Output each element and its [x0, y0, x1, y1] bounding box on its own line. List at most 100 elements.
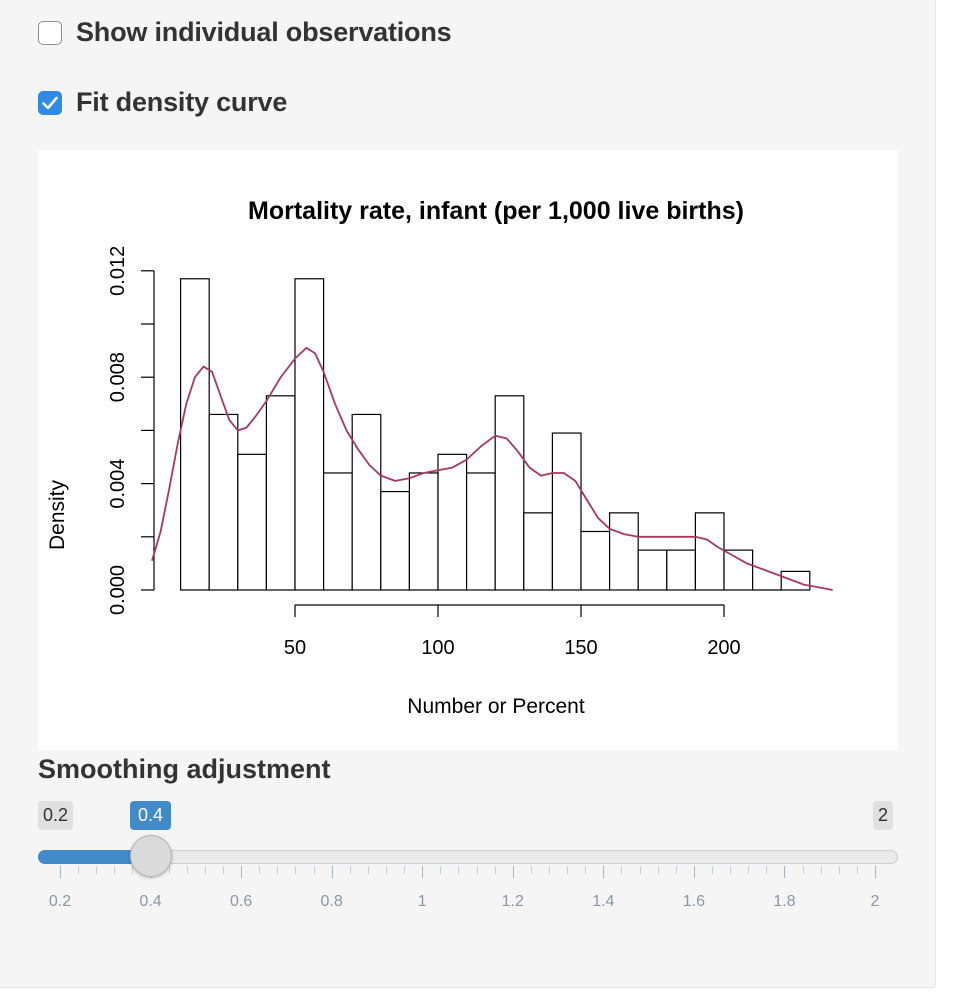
slider-minor-tick [349, 866, 351, 874]
histogram-bar [237, 453, 268, 591]
slider-minor-tick [730, 866, 732, 874]
slider-minor-tick [168, 866, 170, 874]
slider-tick-label: 2 [870, 893, 880, 910]
slider-minor-tick [259, 866, 261, 874]
slider-minor-tick [838, 866, 840, 874]
histogram-bar [694, 512, 725, 591]
fit-density-label[interactable]: Fit density curve [76, 87, 288, 117]
histogram-plot: Mortality rate, infant (per 1,000 live b… [38, 150, 898, 750]
slider-major-tick [331, 866, 333, 878]
slider-tick-label: 0.2 [48, 893, 72, 910]
slider-minor-tick [295, 866, 297, 874]
slider-minor-tick [386, 866, 387, 874]
slider-track-fill[interactable] [38, 850, 151, 864]
slider-tick-label: 1.2 [501, 893, 524, 910]
histogram-bar [580, 530, 611, 591]
histogram-bar [208, 413, 239, 591]
slider-minor-tick [367, 866, 369, 874]
histogram-bar [265, 395, 296, 591]
y-tick-label: 0.000 [107, 565, 129, 615]
slider-tick-label: 1.6 [682, 893, 705, 910]
slider-minor-tick [494, 866, 496, 874]
show-observations-checkbox[interactable] [38, 20, 62, 45]
slider-minor-tick [186, 866, 188, 874]
slider-minor-tick [476, 866, 478, 874]
slider-minor-tick [114, 866, 116, 874]
slider-major-tick [512, 866, 514, 878]
x-tick-label: 200 [707, 637, 740, 659]
slider-minor-tick [549, 866, 550, 874]
slider-minor-tick [712, 866, 713, 874]
slider-minor-tick [132, 866, 134, 874]
histogram-bar [723, 549, 754, 591]
slider-minor-tick [766, 866, 768, 874]
histogram-bar [323, 472, 353, 591]
slider-tick-label: 1.8 [773, 893, 796, 910]
slider-major-tick [422, 866, 424, 878]
slider-minor-tick [458, 866, 460, 874]
fit-density-checkbox[interactable] [38, 90, 62, 115]
histogram-bar [380, 490, 410, 591]
x-tick-label: 50 [284, 637, 306, 659]
slider-minor-tick [204, 866, 206, 874]
slider-major-tick [693, 866, 695, 878]
y-tick-label: 0.008 [107, 352, 129, 402]
slider-tick-label: 0.6 [229, 893, 253, 910]
slider-minor-tick [820, 866, 822, 874]
histogram-chart: Mortality rate, infant (per 1,000 live b… [46, 197, 833, 718]
show-observations-label[interactable]: Show individual observations [76, 17, 452, 47]
x-axis-label: Number or Percent [407, 695, 585, 718]
slider-major-tick [784, 866, 786, 878]
slider-minor-tick [223, 866, 224, 874]
fit-density-checkbox-row[interactable]: Fit density curve [38, 87, 287, 118]
slider-minor-tick [440, 866, 442, 874]
smoothing-slider-title: Smoothing adjustment [38, 754, 331, 784]
slider-minor-tick [748, 866, 750, 874]
y-axis-label: Density [46, 479, 69, 550]
chart-title: Mortality rate, infant (per 1,000 live b… [248, 197, 744, 225]
slider-minor-tick [530, 866, 532, 874]
slider-value-badge: 0.4 [130, 801, 172, 830]
histogram-bar [437, 453, 468, 591]
histogram-bar [551, 432, 582, 591]
histogram-bar [408, 472, 439, 591]
histogram-bar [180, 278, 210, 591]
slider-major-tick [603, 866, 605, 878]
y-tick-label: 0.012 [107, 246, 129, 296]
histogram-bar [351, 413, 382, 591]
slider-minor-tick [621, 866, 623, 874]
histogram-bar [637, 549, 668, 591]
show-observations-checkbox-row[interactable]: Show individual observations [38, 17, 452, 48]
histogram-bar [608, 512, 639, 591]
slider-max-badge: 2 [873, 801, 894, 830]
x-tick-label: 150 [564, 637, 597, 659]
slider-tick-label: 0.8 [320, 893, 343, 910]
slider-minor-tick [856, 866, 858, 874]
slider-minor-tick [404, 866, 406, 874]
histogram-bar [294, 278, 325, 591]
slider-minor-tick [657, 866, 659, 874]
slider-minor-tick [675, 866, 677, 874]
smoothing-slider-handle[interactable] [129, 835, 172, 877]
y-tick-label: 0.004 [107, 459, 129, 509]
slider-tick-label: 1 [417, 893, 427, 910]
slider-minor-tick [802, 866, 804, 874]
histogram-bar [466, 472, 496, 591]
checkmark-icon [42, 96, 58, 109]
slider-tick-label: 0.4 [139, 893, 162, 910]
slider-major-tick [875, 866, 876, 878]
slider-minor-tick [567, 866, 569, 874]
slider-minor-tick [585, 866, 587, 874]
histogram-bar [666, 549, 696, 591]
slider-tick-label: 1.4 [592, 893, 615, 910]
slider-major-tick [60, 866, 61, 878]
slider-minor-tick [96, 866, 98, 874]
slider-minor-tick [313, 866, 315, 874]
slider-minor-tick [277, 866, 279, 874]
histogram-bar [494, 395, 525, 591]
density-curve [151, 346, 833, 591]
slider-min-badge: 0.2 [38, 801, 74, 830]
x-tick-label: 100 [421, 637, 454, 659]
slider-major-tick [241, 866, 243, 878]
histogram-bar [523, 512, 553, 591]
